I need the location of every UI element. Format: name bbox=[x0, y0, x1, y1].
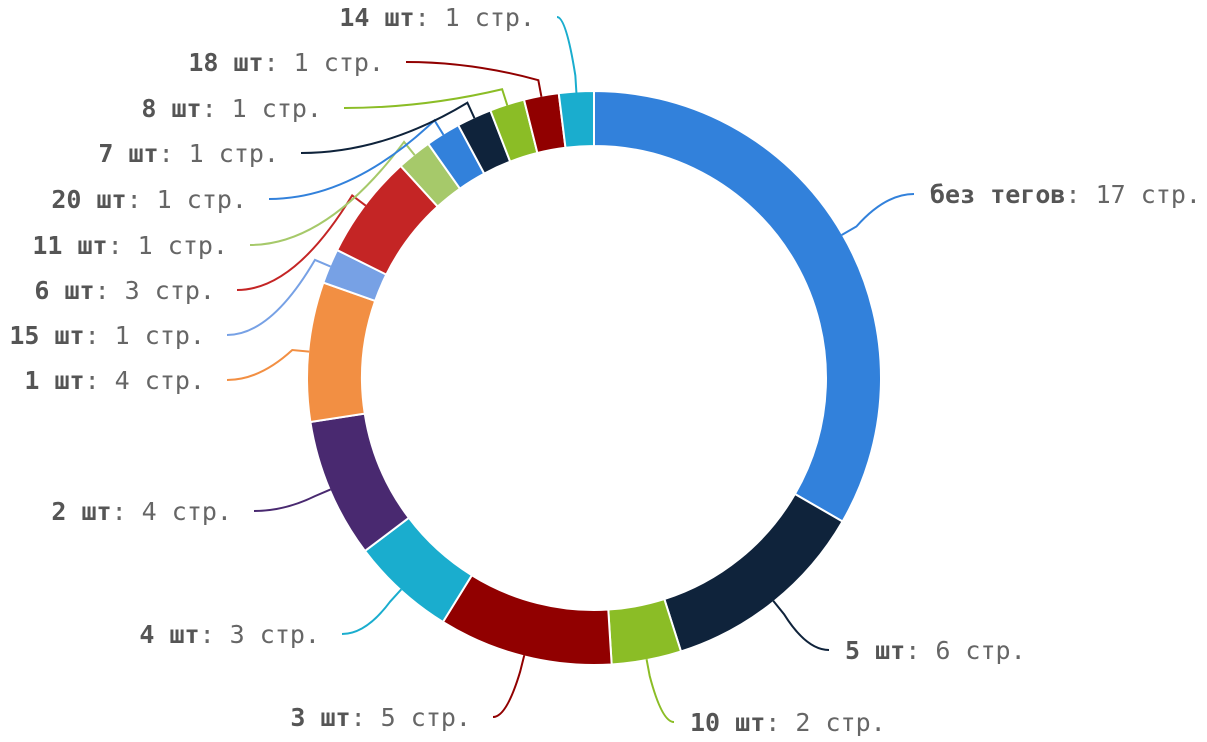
slice-3-шт[interactable] bbox=[441, 573, 613, 666]
labels-group: без тегов: 17 стр. 5 шт: 6 стр. 10 шт: 2 с… bbox=[9, 3, 1201, 737]
slices-group bbox=[306, 89, 882, 666]
connector-7-шт bbox=[300, 101, 476, 154]
data-label-18-шт: 18 шт: 1 стр. bbox=[188, 48, 384, 77]
data-label-15-шт: 15 шт: 1 стр. bbox=[9, 321, 205, 350]
data-label-6-шт: 6 шт: 3 стр. bbox=[34, 276, 215, 305]
connector-20-шт bbox=[268, 118, 445, 200]
data-label-14-шт: 14 шт: 1 стр. bbox=[339, 3, 535, 32]
connector-10-шт bbox=[645, 658, 675, 723]
data-label-7-шт: 7 шт: 1 стр. bbox=[98, 139, 279, 168]
data-label-2-шт: 2 шт: 4 стр. bbox=[51, 497, 232, 526]
data-label-5-шт: 5 шт: 6 стр. bbox=[845, 636, 1026, 665]
data-label-11-шт: 11 шт: 1 стр. bbox=[32, 231, 228, 260]
data-label-без-тегов: без тегов: 17 стр. bbox=[930, 180, 1201, 209]
data-label-10-шт: 10 шт: 2 стр. bbox=[690, 708, 886, 737]
connector-1-шт bbox=[226, 349, 310, 381]
connector-без-тегов bbox=[841, 193, 915, 236]
connector-15-шт bbox=[226, 258, 332, 336]
connector-14-шт bbox=[556, 16, 578, 93]
connector-5-шт bbox=[772, 600, 830, 651]
connector-18-шт bbox=[405, 61, 543, 98]
connector-8-шт bbox=[343, 88, 509, 109]
slice-14-шт[interactable] bbox=[557, 89, 595, 149]
data-label-20-шт: 20 шт: 1 стр. bbox=[51, 185, 247, 214]
connector-3-шт bbox=[492, 655, 526, 718]
data-label-1-шт: 1 шт: 4 стр. bbox=[24, 366, 205, 395]
data-label-4-шт: 4 шт: 3 стр. bbox=[139, 620, 320, 649]
connectors-group bbox=[226, 16, 915, 723]
connector-2-шт bbox=[253, 488, 332, 512]
data-label-3-шт: 3 шт: 5 стр. bbox=[290, 703, 471, 732]
data-label-8-шт: 8 шт: 1 стр. bbox=[141, 94, 322, 123]
connector-4-шт bbox=[341, 588, 403, 635]
slice-без-тегов[interactable] bbox=[593, 89, 882, 523]
slice-5-шт[interactable] bbox=[663, 492, 844, 653]
slice-1-шт[interactable] bbox=[306, 281, 377, 424]
